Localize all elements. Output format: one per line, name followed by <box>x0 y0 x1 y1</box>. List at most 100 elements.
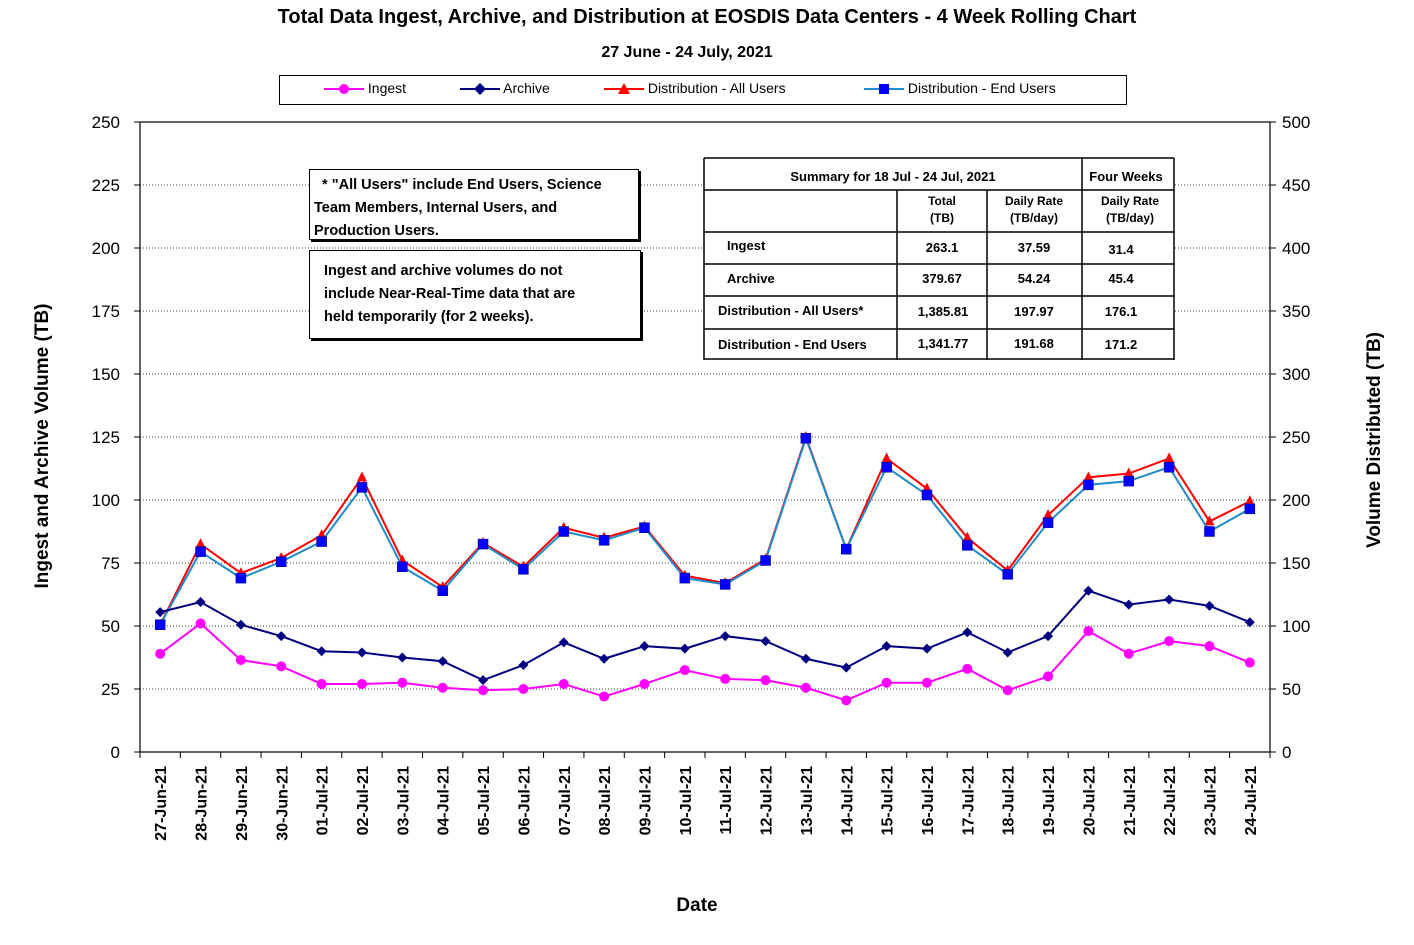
point-ingest <box>276 661 287 672</box>
point-distribution-end <box>276 556 287 567</box>
x-tick-label: 01-Jul-21 <box>315 766 332 835</box>
x-tick-label: 10-Jul-21 <box>678 766 695 835</box>
legend-label-distribution-end: Distribution - End Users <box>907 80 1056 96</box>
point-archive <box>841 662 852 673</box>
legend-item-distribution-end: Distribution - End Users <box>864 80 1056 96</box>
point-archive <box>437 656 448 667</box>
legend-marker-distribution-end <box>864 84 904 95</box>
point-archive <box>397 652 408 663</box>
note-nrt-data: Ingest and archive volumes do not includ… <box>309 250 641 339</box>
note1-line: * "All Users" include End Users, Science <box>314 177 602 193</box>
row-label-ingest: Ingest <box>727 238 766 253</box>
point-distribution-end <box>1123 475 1134 487</box>
point-ingest <box>356 678 367 689</box>
y-tick-label-right: 0 <box>1282 743 1291 762</box>
legend: Ingest Archive Distribution - All Users … <box>279 75 1127 105</box>
y-tick-label-left: 75 <box>101 554 120 573</box>
point-archive <box>518 660 529 671</box>
x-tick-label: 24-Jul-21 <box>1243 766 1260 835</box>
y-tick-label-left: 125 <box>92 428 120 447</box>
y-tick-label-right: 400 <box>1282 239 1310 258</box>
legend-label-ingest: Ingest <box>367 80 407 96</box>
note2-line: held temporarily (for 2 weeks). <box>324 309 534 325</box>
row-daily-dist-end: 191.68 <box>1014 336 1054 351</box>
point-archive <box>155 607 166 618</box>
row-total-dist-all: 1,385.81 <box>918 304 969 319</box>
note1-line: Team Members, Internal Users, and <box>314 200 558 216</box>
point-distribution-end <box>477 538 489 550</box>
point-archive <box>1164 594 1175 605</box>
x-tick-label: 23-Jul-21 <box>1202 766 1219 835</box>
col-daily-line2: (TB/day) <box>1010 211 1058 225</box>
point-archive <box>195 597 206 608</box>
point-ingest <box>155 648 166 659</box>
point-distribution-end <box>800 433 812 444</box>
point-ingest <box>235 655 246 666</box>
point-archive <box>558 637 569 648</box>
point-distribution-end <box>397 561 408 573</box>
point-distribution-end <box>1002 569 1013 580</box>
point-distribution-end <box>679 572 691 584</box>
x-tick-label: 27-Jun-21 <box>153 766 170 841</box>
x-tick-label: 29-Jun-21 <box>234 766 251 841</box>
y-tick-label-left: 25 <box>101 680 120 699</box>
point-distribution-end <box>518 564 529 575</box>
point-archive <box>881 641 892 652</box>
point-archive <box>962 627 973 638</box>
y-axis-left-label: Ingest and Archive Volume (TB) <box>32 303 53 589</box>
x-tick-label: 07-Jul-21 <box>557 766 574 835</box>
point-distribution-end <box>1244 503 1256 515</box>
row-total-archive: 379.67 <box>922 271 962 286</box>
y-tick-label-right: 500 <box>1282 113 1310 132</box>
point-ingest <box>1204 641 1215 652</box>
y-tick-label-left: 250 <box>92 113 120 132</box>
x-tick-label: 17-Jul-21 <box>960 766 977 835</box>
row-label-dist-end: Distribution - End Users <box>718 337 867 352</box>
point-ingest <box>720 673 731 684</box>
row-four-ingest: 31.4 <box>1108 242 1134 257</box>
point-ingest <box>800 682 811 693</box>
y-tick-label-right: 150 <box>1282 554 1310 573</box>
point-distribution-all <box>962 531 973 542</box>
y-tick-label-left: 175 <box>92 302 120 321</box>
point-archive <box>599 653 610 664</box>
x-tick-label: 12-Jul-21 <box>759 766 776 835</box>
point-ingest <box>518 684 529 694</box>
point-archive <box>478 675 489 686</box>
series-line-0 <box>159 622 1251 702</box>
point-archive <box>1002 647 1013 658</box>
x-tick-label: 14-Jul-21 <box>839 766 856 835</box>
row-total-dist-end: 1,341.77 <box>918 336 969 351</box>
y-tick-label-left: 225 <box>92 176 120 195</box>
row-four-dist-end: 171.2 <box>1105 337 1138 352</box>
point-ingest <box>921 677 932 688</box>
y-tick-label-right: 450 <box>1282 176 1310 195</box>
point-distribution-end <box>356 482 368 493</box>
point-distribution-end <box>639 522 650 533</box>
x-tick-label: 28-Jun-21 <box>194 766 211 841</box>
legend-marker-ingest <box>324 84 364 95</box>
col-daily-line1: Daily Rate <box>1005 194 1063 208</box>
point-ingest <box>599 691 610 702</box>
y-tick-label-left: 100 <box>92 491 120 510</box>
y-tick-label-left: 50 <box>101 617 120 636</box>
point-ingest <box>1083 626 1094 637</box>
x-tick-label: 06-Jul-21 <box>516 766 533 835</box>
chart-title: Total Data Ingest, Archive, and Distribu… <box>277 6 1137 28</box>
y-tick-label-right: 200 <box>1282 491 1310 510</box>
point-archive <box>1043 631 1054 642</box>
row-label-archive: Archive <box>727 271 775 286</box>
x-tick-label: 04-Jul-21 <box>436 766 453 835</box>
x-tick-label: 02-Jul-21 <box>355 766 372 835</box>
point-ingest <box>1244 657 1255 668</box>
point-archive <box>1204 600 1215 611</box>
row-daily-ingest: 37.59 <box>1018 240 1051 255</box>
point-distribution-all <box>195 538 206 549</box>
point-ingest <box>478 685 489 696</box>
y-tick-label-right: 300 <box>1282 365 1310 384</box>
x-tick-label: 15-Jul-21 <box>880 766 897 835</box>
point-distribution-end <box>921 489 933 501</box>
point-archive <box>276 631 287 642</box>
point-distribution-end <box>1042 517 1054 528</box>
x-axis-label: Date <box>676 895 718 916</box>
